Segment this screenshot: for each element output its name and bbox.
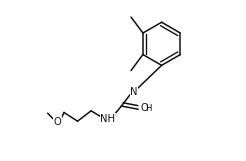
Text: O: O (140, 103, 148, 114)
Text: O: O (54, 117, 62, 127)
Text: NH: NH (100, 114, 115, 124)
Text: N: N (130, 87, 138, 97)
Text: H: H (145, 104, 151, 113)
